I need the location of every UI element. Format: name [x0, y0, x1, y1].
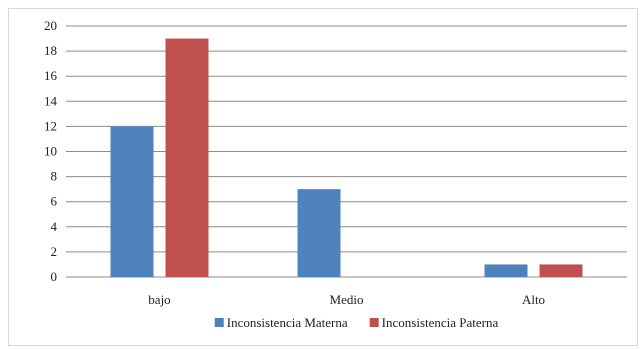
- legend-swatch: [214, 318, 224, 327]
- bars: [110, 38, 583, 278]
- x-tick-label: bajo: [148, 292, 170, 307]
- bar-chart: 0 2 4 6 8 10 12 14 16 18 20 bajo Medio Alto Inconsis…: [44, 18, 627, 330]
- y-tick-label: 12: [44, 118, 57, 133]
- y-tick-label: 8: [51, 169, 58, 184]
- y-tick-label: 18: [44, 43, 57, 58]
- x-axis-ticks: bajo Medio Alto: [148, 292, 545, 307]
- bar: [484, 264, 528, 277]
- y-tick-label: 6: [51, 194, 58, 209]
- y-tick-label: 16: [44, 68, 58, 83]
- y-tick-label: 4: [51, 219, 58, 234]
- legend-label: Inconsistencia Materna: [227, 315, 348, 330]
- legend: Inconsistencia Materna Inconsistencia Pat…: [214, 315, 499, 330]
- y-tick-label: 10: [44, 144, 57, 159]
- legend-label: Inconsistencia Paterna: [382, 315, 499, 330]
- y-tick-label: 20: [44, 18, 57, 33]
- bar: [110, 126, 154, 278]
- legend-item: Inconsistencia Paterna: [369, 315, 499, 330]
- legend-item: Inconsistencia Materna: [214, 315, 348, 330]
- y-tick-label: 0: [51, 269, 58, 284]
- chart-frame: 0 2 4 6 8 10 12 14 16 18 20 bajo Medio Alto Inconsis…: [8, 8, 638, 346]
- bar: [165, 38, 209, 277]
- x-tick-label: Alto: [522, 292, 545, 307]
- x-tick-label: Medio: [330, 292, 364, 307]
- legend-swatch: [369, 318, 379, 327]
- y-tick-label: 2: [51, 244, 58, 259]
- bar: [539, 264, 583, 277]
- y-axis-ticks: 0 2 4 6 8 10 12 14 16 18 20: [44, 18, 58, 284]
- bar: [297, 189, 341, 277]
- gridlines: [66, 25, 627, 278]
- y-tick-label: 14: [44, 93, 58, 108]
